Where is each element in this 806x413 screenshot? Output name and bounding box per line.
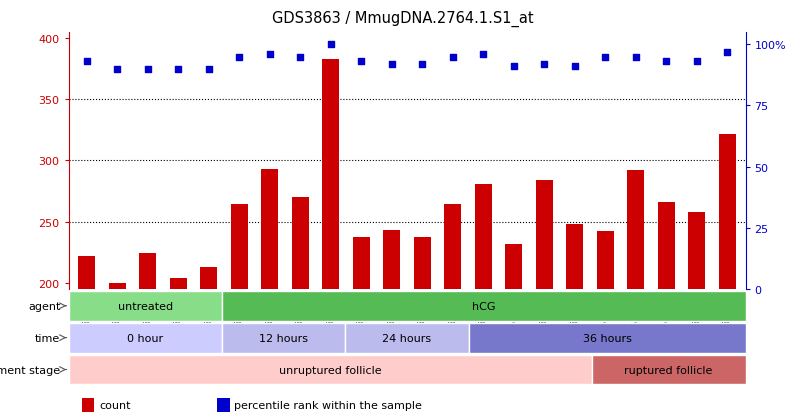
Point (629, 54, 642, 61)
Bar (475, 184, 492, 413)
Bar (384, 230, 400, 413)
Bar (536, 180, 553, 413)
Point (507, 64, 520, 71)
Bar (292, 198, 309, 413)
Bar (222, 291, 746, 321)
Bar (592, 355, 746, 385)
Point (233, 54, 246, 61)
Bar (261, 170, 278, 413)
Point (294, 54, 307, 61)
Point (264, 52, 276, 58)
Bar (346, 323, 468, 353)
Point (385, 62, 398, 68)
Point (568, 64, 581, 71)
Bar (69, 355, 592, 385)
Text: percentile rank within the sample: percentile rank within the sample (235, 400, 422, 410)
Bar (414, 238, 430, 413)
Point (111, 66, 124, 73)
Bar (567, 225, 584, 413)
Point (202, 66, 215, 73)
Bar (719, 134, 736, 413)
Bar (658, 202, 675, 413)
Bar (444, 205, 461, 413)
Text: GDS3863 / MmugDNA.2764.1.S1_at: GDS3863 / MmugDNA.2764.1.S1_at (272, 10, 534, 26)
Bar (688, 212, 705, 413)
Bar (69, 323, 222, 353)
Point (477, 52, 490, 58)
Text: ruptured follicle: ruptured follicle (625, 365, 713, 375)
Text: time: time (35, 333, 60, 343)
Point (324, 42, 337, 49)
Text: 0 hour: 0 hour (127, 333, 164, 343)
Bar (597, 232, 613, 413)
Bar (231, 205, 247, 413)
Text: unruptured follicle: unruptured follicle (279, 365, 381, 375)
Point (447, 54, 459, 61)
Bar (222, 323, 346, 353)
Text: agent: agent (28, 301, 60, 311)
Bar (353, 238, 370, 413)
Text: untreated: untreated (118, 301, 173, 311)
Bar (468, 323, 746, 353)
Bar (78, 256, 95, 413)
Point (172, 66, 185, 73)
Point (81, 59, 93, 66)
Text: hCG: hCG (472, 301, 496, 311)
Bar (139, 254, 156, 413)
Text: count: count (99, 400, 131, 410)
Bar (109, 283, 126, 413)
Point (660, 59, 673, 66)
Bar (218, 398, 230, 412)
Text: development stage: development stage (0, 365, 60, 375)
Point (599, 54, 612, 61)
Bar (201, 267, 217, 413)
Bar (170, 278, 187, 413)
Text: 12 hours: 12 hours (260, 333, 309, 343)
Point (416, 62, 429, 68)
Point (690, 59, 703, 66)
Point (355, 59, 368, 66)
Text: 36 hours: 36 hours (583, 333, 632, 343)
Text: 24 hours: 24 hours (383, 333, 431, 343)
Bar (69, 291, 222, 321)
Bar (82, 398, 94, 412)
Point (721, 49, 733, 56)
Bar (505, 244, 522, 413)
Point (538, 62, 550, 68)
Point (141, 66, 154, 73)
Bar (627, 171, 644, 413)
Bar (322, 60, 339, 413)
